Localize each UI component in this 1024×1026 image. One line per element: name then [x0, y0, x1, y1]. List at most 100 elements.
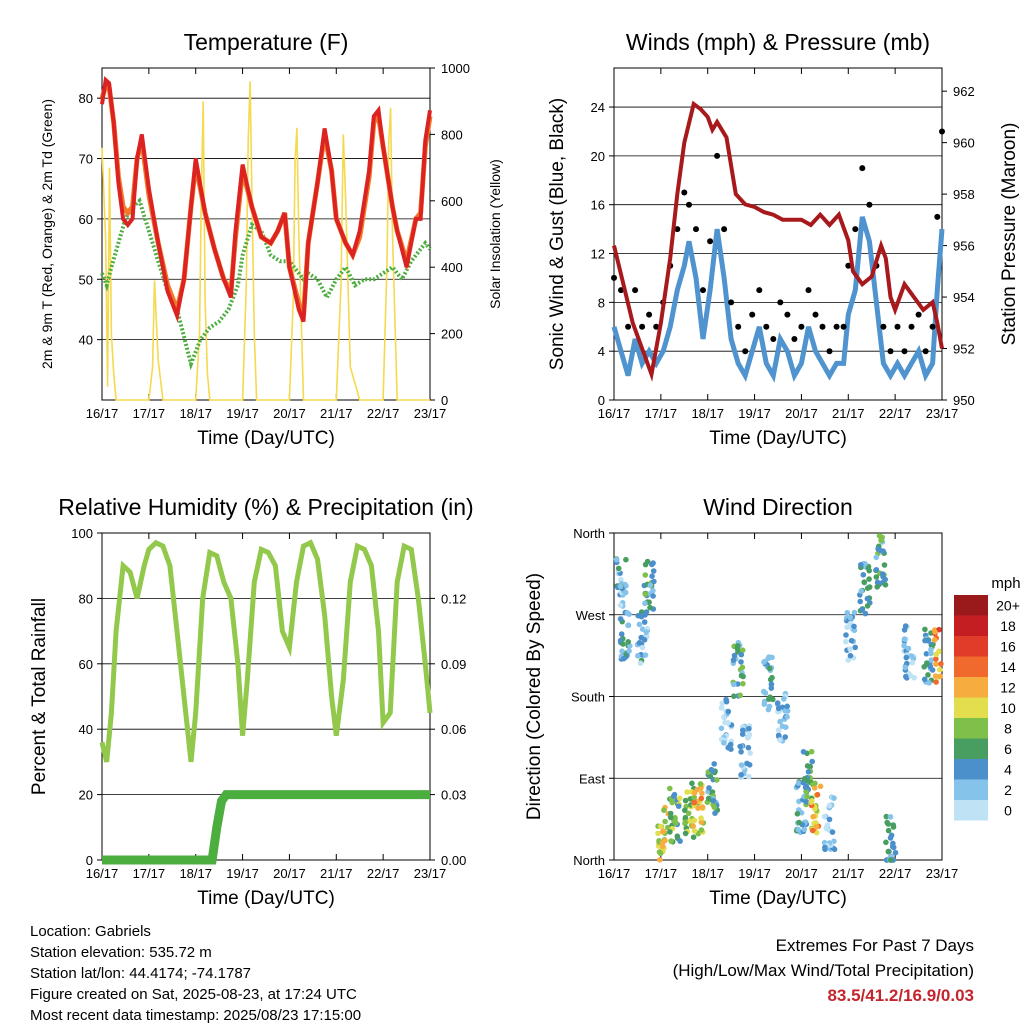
direction-point — [887, 835, 894, 841]
direction-point — [721, 714, 727, 720]
direction-point — [812, 780, 818, 787]
direction-point — [711, 761, 717, 767]
direction-point — [862, 610, 869, 617]
colorbar-title: mph — [991, 575, 1020, 592]
direction-point — [890, 840, 896, 847]
direction-point — [858, 588, 864, 594]
direction-point — [862, 561, 868, 567]
direction-point — [880, 574, 886, 580]
direction-point — [685, 810, 692, 817]
direction-point — [765, 655, 772, 662]
direction-point — [921, 676, 928, 683]
extremes-subtitle: (High/Low/Max Wind/Total Precipitation) — [672, 961, 974, 980]
direction-point — [731, 693, 737, 699]
direction-point — [933, 679, 939, 685]
colorbar-label: 14 — [1000, 659, 1016, 675]
humidity-y-tick-label: 100 — [71, 526, 93, 541]
direction-point — [731, 681, 737, 688]
direction-x-tick-label: 20/17 — [785, 866, 818, 881]
direction-point — [617, 583, 624, 590]
direction-title: Wind Direction — [703, 494, 853, 520]
gust-point — [922, 348, 929, 355]
direction-point — [644, 558, 651, 565]
direction-point — [843, 632, 849, 638]
direction-point — [809, 827, 816, 834]
temperature-y-tick-label: 70 — [79, 152, 93, 167]
direction-point — [744, 760, 750, 767]
direction-point — [695, 805, 701, 811]
direction-point — [803, 799, 810, 805]
direction-point — [662, 837, 668, 844]
relative-humidity-line — [99, 539, 433, 763]
direction-point — [684, 789, 690, 795]
colorbar-label: 8 — [1004, 720, 1012, 736]
direction-point — [777, 737, 783, 743]
direction-point — [901, 642, 907, 649]
colorbar-label: 2 — [1004, 782, 1012, 798]
direction-point — [682, 819, 689, 826]
direction-point — [738, 762, 745, 768]
dewpoint-line — [100, 197, 432, 371]
gust-point — [826, 348, 833, 355]
direction-point — [767, 676, 774, 683]
direction-point — [643, 609, 650, 615]
direction-point — [698, 815, 704, 821]
direction-point — [875, 546, 881, 552]
direction-point — [903, 673, 909, 680]
direction-y-tick-label: East — [579, 771, 605, 786]
direction-point — [745, 744, 752, 751]
direction-point — [617, 616, 624, 622]
direction-point — [890, 824, 897, 830]
direction-point — [845, 657, 851, 663]
direction-point — [650, 593, 656, 599]
direction-point — [647, 604, 653, 611]
direction-point — [618, 631, 625, 637]
direction-point — [721, 740, 727, 746]
direction-point — [641, 619, 648, 625]
direction-point — [781, 696, 787, 702]
direction-point — [649, 573, 655, 579]
winds-y-tick-label: 0 — [598, 393, 605, 408]
direction-point — [699, 790, 705, 796]
winds-y2-tick-label: 962 — [953, 84, 975, 99]
direction-point — [657, 823, 664, 830]
direction-point — [859, 606, 865, 613]
gust-point — [674, 226, 681, 233]
direction-point — [667, 814, 674, 821]
gust-point — [934, 213, 941, 220]
temperature-y2-tick-label: 1000 — [441, 61, 470, 76]
humidity-y-tick-label: 20 — [79, 788, 93, 803]
direction-point — [660, 829, 666, 835]
gust-point — [840, 323, 847, 330]
colorbar-swatch — [954, 779, 988, 800]
direction-point — [796, 819, 802, 826]
direction-point — [795, 826, 801, 833]
direction-point — [739, 664, 746, 671]
direction-point — [909, 659, 916, 666]
humidity-y-tick-label: 60 — [79, 657, 93, 672]
direction-point — [746, 773, 752, 780]
direction-point — [625, 639, 631, 645]
direction-point — [903, 654, 910, 661]
gust-point — [700, 287, 706, 294]
direction-point — [882, 582, 889, 588]
direction-point — [775, 727, 782, 733]
direction-point — [731, 652, 738, 659]
direction-point — [905, 645, 912, 652]
winds-x-tick-label: 16/17 — [598, 406, 631, 421]
direction-point — [708, 766, 715, 773]
direction-point — [887, 814, 894, 820]
colorbar-label: 6 — [1004, 741, 1012, 757]
direction-point — [851, 609, 858, 616]
direction-point — [804, 763, 811, 769]
winds-y-tick-label: 24 — [591, 100, 605, 115]
winds-y2-axis-label: Station Pressure (Maroon) — [999, 123, 1020, 346]
colorbar-swatch — [954, 677, 988, 698]
humidity-y2-tick-label: 0.09 — [441, 657, 466, 672]
direction-point — [737, 743, 743, 750]
gust-point — [646, 311, 653, 318]
direction-point — [847, 646, 853, 652]
direction-point — [668, 838, 674, 844]
direction-point — [706, 785, 712, 791]
direction-point — [775, 705, 782, 712]
